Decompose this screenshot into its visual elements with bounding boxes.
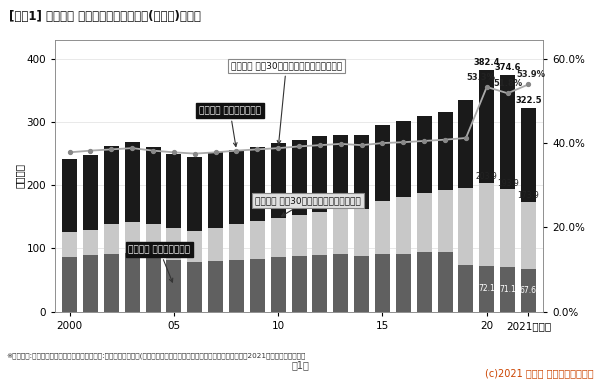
Text: 193.9: 193.9 bbox=[497, 179, 518, 188]
Text: 志願者数 総数（左目盛）: 志願者数 総数（左目盛） bbox=[199, 106, 261, 146]
Bar bbox=[375, 254, 390, 312]
Bar bbox=[187, 263, 202, 312]
Text: 173.9: 173.9 bbox=[518, 192, 539, 201]
Bar bbox=[417, 193, 432, 252]
Bar bbox=[333, 209, 348, 254]
Bar bbox=[208, 152, 223, 228]
Bar bbox=[313, 212, 328, 255]
Text: 382.4: 382.4 bbox=[473, 58, 500, 67]
Text: 322.5: 322.5 bbox=[515, 96, 542, 105]
Bar bbox=[146, 225, 161, 255]
Bar bbox=[125, 142, 140, 222]
Bar bbox=[166, 260, 181, 312]
Bar bbox=[437, 190, 452, 252]
Text: 53.9%: 53.9% bbox=[516, 70, 545, 79]
Bar bbox=[354, 209, 369, 256]
Bar bbox=[354, 135, 369, 209]
Bar bbox=[396, 121, 411, 196]
Bar bbox=[250, 147, 265, 221]
Text: (c)2021 旺文社 教育情報センター: (c)2021 旺文社 教育情報センター bbox=[485, 368, 594, 378]
Bar bbox=[479, 266, 494, 312]
Text: ※志願者数:旺文社調査による判明分。受験生数:「学校基本調査」(文部科学者）より算出。高認（大検）合格者を除く。2021年は旺文社推定値。: ※志願者数:旺文社調査による判明分。受験生数:「学校基本調査」(文部科学者）より… bbox=[6, 353, 305, 359]
Bar bbox=[104, 253, 119, 312]
Text: 203.9: 203.9 bbox=[476, 173, 497, 182]
Bar bbox=[292, 256, 307, 312]
Text: 53.3%: 53.3% bbox=[466, 73, 495, 82]
Bar bbox=[396, 253, 411, 312]
Bar bbox=[375, 201, 390, 254]
Bar bbox=[417, 116, 432, 193]
Text: 志願者数 上位30位までの合計（左目盛）: 志願者数 上位30位までの合計（左目盛） bbox=[255, 196, 361, 216]
Text: 71.1: 71.1 bbox=[499, 285, 516, 294]
Bar bbox=[146, 147, 161, 225]
Bar bbox=[250, 221, 265, 259]
Bar bbox=[83, 155, 98, 230]
Bar bbox=[125, 222, 140, 253]
Bar bbox=[375, 125, 390, 201]
Bar bbox=[333, 135, 348, 209]
Bar bbox=[458, 188, 473, 265]
Text: ・1・: ・1・ bbox=[291, 361, 309, 370]
Bar bbox=[479, 183, 494, 266]
Bar bbox=[166, 154, 181, 228]
Bar bbox=[479, 70, 494, 183]
Bar bbox=[229, 260, 244, 312]
Bar bbox=[125, 253, 140, 312]
Bar bbox=[83, 255, 98, 312]
Bar bbox=[271, 257, 286, 312]
Bar bbox=[187, 157, 202, 231]
Bar bbox=[313, 255, 328, 312]
Bar bbox=[166, 228, 181, 260]
Text: 受験生数 実数（左目盛）: 受験生数 実数（左目盛） bbox=[128, 245, 190, 282]
Bar bbox=[313, 136, 328, 212]
Bar bbox=[271, 218, 286, 257]
Bar bbox=[437, 112, 452, 190]
Bar bbox=[62, 159, 77, 232]
Text: 志願者数 上位30位までの占有率（右目盛）: 志願者数 上位30位までの占有率（右目盛） bbox=[231, 61, 342, 144]
Bar bbox=[104, 225, 119, 253]
Text: 72.1: 72.1 bbox=[478, 285, 495, 293]
Bar bbox=[292, 215, 307, 256]
Bar bbox=[104, 146, 119, 225]
Bar bbox=[396, 196, 411, 253]
Bar bbox=[146, 255, 161, 312]
Bar bbox=[458, 100, 473, 188]
Bar bbox=[208, 261, 223, 312]
Bar bbox=[83, 230, 98, 255]
Bar bbox=[62, 232, 77, 257]
Bar bbox=[62, 257, 77, 312]
Bar bbox=[354, 256, 369, 312]
Text: [図表1] 私立大学 一般選抜の志願者総数(延べ数)の推移: [図表1] 私立大学 一般選抜の志願者総数(延べ数)の推移 bbox=[9, 10, 201, 22]
Bar bbox=[250, 259, 265, 312]
Bar bbox=[458, 265, 473, 312]
Text: 374.6: 374.6 bbox=[494, 63, 521, 72]
Bar bbox=[500, 75, 515, 189]
Bar bbox=[437, 252, 452, 312]
Bar bbox=[333, 254, 348, 312]
Bar bbox=[292, 140, 307, 215]
Bar bbox=[229, 225, 244, 260]
Bar bbox=[417, 252, 432, 312]
Bar bbox=[521, 202, 536, 269]
Bar bbox=[187, 231, 202, 263]
Bar bbox=[500, 189, 515, 267]
Bar bbox=[500, 267, 515, 312]
Text: 67.6: 67.6 bbox=[520, 286, 537, 295]
Bar bbox=[208, 228, 223, 261]
Bar bbox=[271, 143, 286, 218]
Text: 51.8%: 51.8% bbox=[493, 79, 522, 88]
Bar bbox=[229, 150, 244, 225]
Y-axis label: （万人）: （万人） bbox=[15, 163, 25, 188]
Bar bbox=[521, 269, 536, 312]
Bar bbox=[521, 108, 536, 202]
